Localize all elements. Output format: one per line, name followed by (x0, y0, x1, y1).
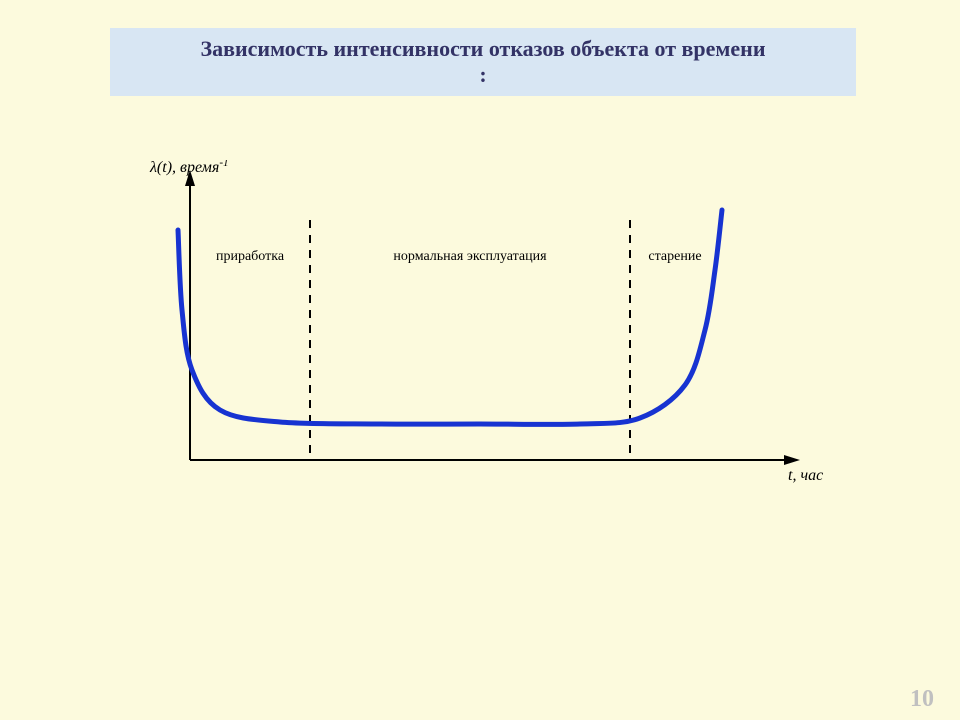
slide: Зависимость интенсивности отказов объект… (0, 0, 960, 720)
bathtub-chart: λ(t), время-1 t, час приработка нормальная … (130, 160, 830, 490)
region-label-2: нормальная эксплуатация (393, 249, 547, 264)
region-label-3: старение (648, 249, 701, 264)
title-line-2: : (479, 62, 486, 88)
x-axis-label: t, час (788, 467, 823, 484)
y-axis-label: λ(t), время-1 (149, 160, 229, 176)
failure-rate-curve (178, 210, 722, 424)
title-box: Зависимость интенсивности отказов объект… (110, 28, 856, 96)
region-label-1: приработка (216, 249, 285, 264)
chart-svg: λ(t), время-1 t, час приработка нормальная … (130, 160, 830, 490)
title-line-1: Зависимость интенсивности отказов объект… (200, 36, 765, 62)
page-number: 10 (910, 686, 934, 713)
